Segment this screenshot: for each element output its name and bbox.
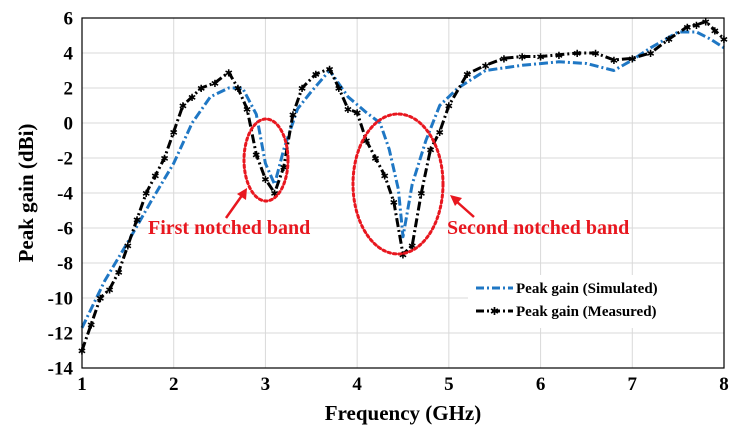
y-tick-label: 0 — [64, 114, 74, 135]
measured-point: ✱ — [555, 51, 563, 62]
measured-point: ✱ — [179, 102, 187, 113]
measured-point: ✱ — [353, 109, 361, 120]
measured-point: ✱ — [683, 23, 691, 34]
series-layer: ✱✱✱✱✱✱✱✱✱✱✱✱✱✱ ✱✱✱✱✱✱✱✱✱✱✱ ✱✱✱ ✱✱✱✱✱✱✱✱✱✱✱✱… — [78, 18, 728, 358]
legend-marker-measured: ✱ — [490, 305, 499, 318]
measured-point: ✱ — [87, 320, 95, 331]
measured-point: ✱ — [188, 93, 196, 104]
legend: Peak gain (Simulated) ✱ Peak gain (Measu… — [468, 275, 726, 328]
measured-point: ✱ — [114, 268, 122, 279]
x-tick-label: 3 — [261, 374, 271, 395]
plot-frame — [81, 17, 725, 369]
y-tick-label: -4 — [57, 184, 73, 205]
x-tick-label: 6 — [536, 374, 546, 395]
y-tick-label: -14 — [48, 359, 74, 380]
measured-point: ✱ — [665, 35, 673, 46]
y-tick-label: -8 — [57, 254, 73, 275]
measured-point: ✱ — [362, 137, 370, 148]
second-notch-ellipse — [351, 112, 445, 256]
measured-point: ✱ — [197, 84, 205, 95]
measured-point: ✱ — [211, 79, 219, 90]
legend-label-simulated: Peak gain (Simulated) — [516, 281, 658, 297]
measured-point: ✱ — [500, 54, 508, 65]
measured-point: ✱ — [298, 84, 306, 95]
measured-point: ✱ — [160, 154, 168, 165]
measured-point: ✱ — [151, 172, 159, 183]
measured-point: ✱ — [518, 53, 526, 64]
measured-point: ✱ — [426, 145, 434, 156]
measured-point: ✱ — [105, 285, 113, 296]
measured-point: ✱ — [261, 175, 269, 186]
measured-point: ✱ — [435, 128, 443, 139]
y-tick-label: -6 — [57, 219, 73, 240]
measured-point: ✱ — [390, 198, 398, 209]
x-axis-title: Frequency (GHz) — [325, 401, 482, 425]
measured-point: ✱ — [711, 26, 719, 37]
measured-point: ✱ — [417, 189, 425, 200]
measured-point: ✱ — [270, 189, 278, 200]
y-tick-label: -2 — [57, 149, 73, 170]
measured-point: ✱ — [701, 18, 709, 29]
measured-point: ✱ — [408, 242, 416, 253]
measured-point: ✱ — [124, 242, 132, 253]
measured-point: ✱ — [692, 21, 700, 32]
measured-point: ✱ — [371, 154, 379, 165]
measured-point: ✱ — [252, 151, 260, 162]
y-tick-label: -12 — [48, 324, 73, 345]
measured-point: ✱ — [646, 49, 654, 60]
measured-point: ✱ — [289, 110, 297, 121]
first-notch-arrow — [224, 188, 247, 219]
y-tick-label: 2 — [64, 79, 74, 100]
x-tick-label: 5 — [444, 374, 454, 395]
measured-point: ✱ — [225, 68, 233, 79]
y-tick-label: 4 — [64, 44, 74, 65]
y-axis-title: Peak gain (dBi) — [14, 124, 38, 263]
second-notch-arrow — [450, 195, 475, 218]
second-notch-label: Second notched band — [447, 217, 629, 239]
legend-label-measured: Peak gain (Measured) — [516, 304, 657, 320]
measured-point: ✱ — [591, 49, 599, 60]
measured-point: ✱ — [536, 53, 544, 64]
legend-box — [468, 275, 726, 328]
first-notch-ellipse — [242, 117, 290, 203]
x-tick-label: 1 — [77, 374, 87, 395]
measured-point: ✱ — [610, 56, 618, 67]
measured-point: ✱ — [133, 215, 141, 226]
measured-point: ✱ — [463, 70, 471, 81]
measured-point: ✱ — [344, 105, 352, 116]
y-tick-label: -10 — [48, 289, 73, 310]
x-tick-label: 4 — [352, 374, 362, 395]
measured-point: ✱ — [445, 102, 453, 113]
measured-point: ✱ — [481, 61, 489, 72]
measured-point: ✱ — [335, 84, 343, 95]
measured-point: ✱ — [234, 84, 242, 95]
y-tick-label: 6 — [64, 9, 74, 30]
measured-point: ✱ — [170, 128, 178, 139]
measured-point: ✱ — [325, 65, 333, 76]
series-line-simulated — [80, 30, 725, 329]
measured-point: ✱ — [243, 105, 251, 116]
measured-point: ✱ — [312, 70, 320, 81]
measured-point: ✱ — [628, 54, 636, 65]
first-notch-label: First notched band — [148, 217, 310, 239]
measured-point: ✱ — [96, 294, 104, 305]
measured-point: ✱ — [142, 189, 150, 200]
series-line-measured — [80, 20, 726, 351]
x-tick-label: 2 — [169, 374, 179, 395]
x-tick-label: 7 — [628, 374, 638, 395]
measured-point: ✱ — [399, 250, 407, 261]
measured-point: ✱ — [280, 163, 288, 174]
tick-labels: 1 2 3 4 5 6 7 8 6 4 2 0 -2 -4 -6 -8 -10 -12 -14 — [48, 9, 729, 396]
measured-point: ✱ — [573, 49, 581, 60]
x-tick-label: 8 — [719, 374, 729, 395]
measured-point: ✱ — [380, 172, 388, 183]
